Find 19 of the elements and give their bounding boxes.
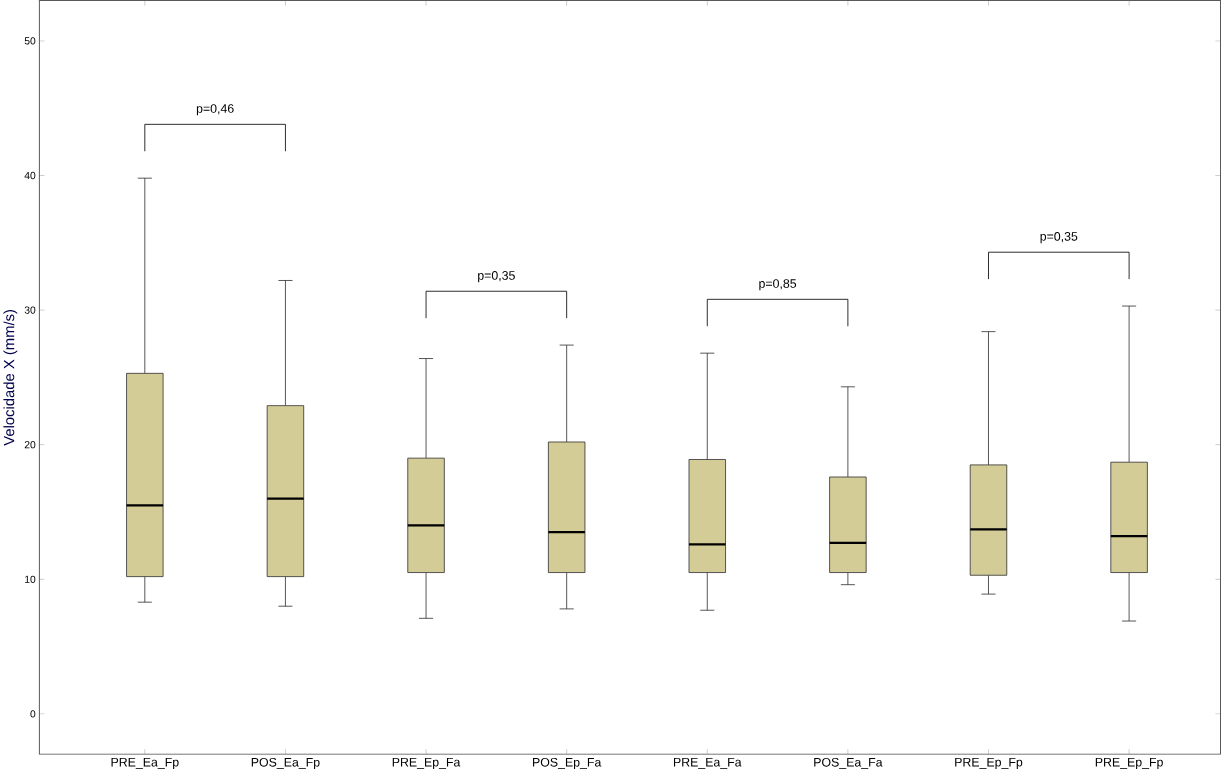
x-tick-label: POS_Ep_Fa xyxy=(533,758,602,770)
y-tick-label: 40 xyxy=(24,172,36,180)
x-tick-label: POS_Ea_Fp xyxy=(251,758,320,770)
annotation: p=0,46 xyxy=(196,104,234,116)
x-tick-label: PRE_Ep_Fp xyxy=(955,758,1023,770)
y-tick-label: 10 xyxy=(25,575,36,584)
x-tick-label: POS_Ea_Fa xyxy=(814,758,883,770)
x-tick-label: PRE_Ea_Fp xyxy=(111,758,179,770)
x-tick-label: PRE_Ep_Fp xyxy=(1095,758,1163,770)
annotation: p=0,35 xyxy=(478,271,515,283)
y-tick-label: 50 xyxy=(24,37,36,45)
annotation: p=0,85 xyxy=(759,279,797,291)
y-tick-label: 30 xyxy=(24,306,36,314)
annotation: p=0,35 xyxy=(1040,232,1078,244)
x-tick-label: PRE_Ep_Fa xyxy=(392,758,461,770)
x-tick-label: PRE_Ea_Fa xyxy=(673,758,742,770)
y-axis-title: Velocidade X (mm/s) xyxy=(3,310,18,446)
y-tick-label: 0 xyxy=(30,710,36,718)
y-tick-label: 20 xyxy=(24,441,36,449)
